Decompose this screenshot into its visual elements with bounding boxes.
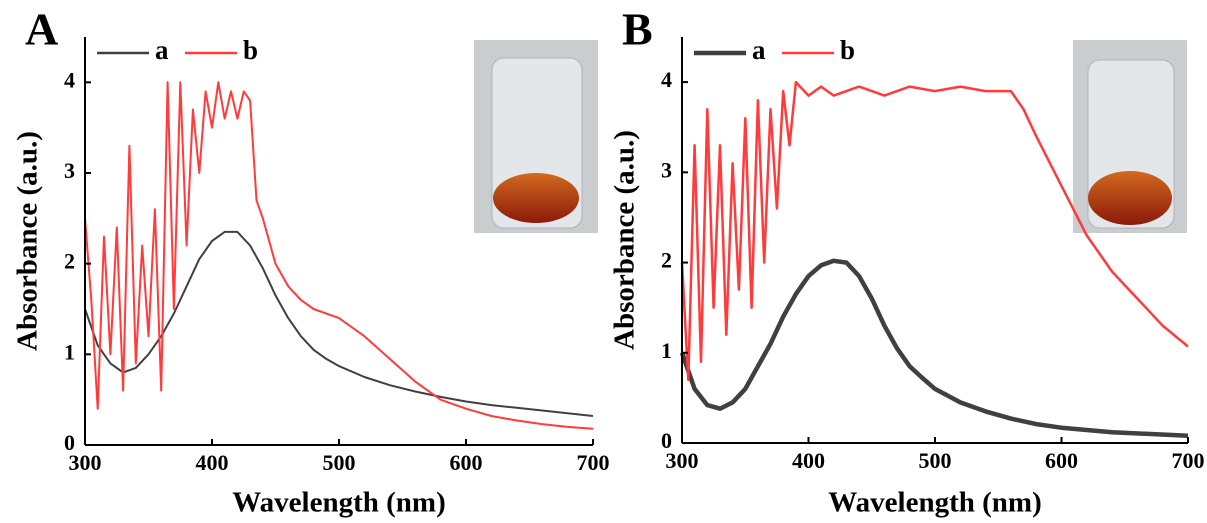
legend-label: b (243, 35, 258, 65)
x-tick-label: 300 (69, 450, 102, 475)
panel-label: A (25, 4, 58, 55)
y-tick-label: 0 (661, 428, 672, 453)
x-tick-label: 500 (323, 450, 356, 475)
y-tick-label: 3 (64, 158, 75, 183)
legend-label: a (155, 35, 169, 65)
panel-label: B (622, 4, 653, 55)
y-axis-label: Absorbance (a.u.) (609, 130, 641, 350)
x-tick-label: 400 (196, 450, 229, 475)
x-axis-label: Wavelength (nm) (828, 487, 1041, 519)
y-axis-label: Absorbance (a.u.) (12, 131, 44, 351)
legend-label: a (752, 35, 766, 65)
legend-label: b (840, 35, 855, 65)
x-tick-label: 700 (577, 450, 610, 475)
inset-photo (1073, 40, 1187, 233)
y-tick-label: 3 (661, 157, 672, 182)
x-tick-label: 600 (1045, 448, 1078, 473)
y-tick-label: 2 (64, 249, 75, 274)
data-line (679, 258, 1189, 439)
y-tick-label: 4 (661, 67, 672, 92)
y-tick-label: 1 (661, 338, 672, 363)
y-tick-label: 1 (64, 339, 75, 364)
y-tick-label: 2 (661, 248, 672, 273)
data-line (680, 80, 1189, 382)
x-tick-label: 500 (919, 448, 952, 473)
data-line (84, 230, 594, 417)
y-tick-label: 4 (64, 67, 75, 92)
x-tick-label: 300 (666, 448, 699, 473)
panel: 300 400 500 600 700 0 1 2 3 4 Wavelength (nm) Absor… (609, 4, 1205, 519)
plots: 300 400 500 600 700 0 1 2 3 4 Wavelength (nm) Absor… (12, 4, 1205, 519)
panel: 300 400 500 600 700 0 1 2 3 4 Wavelength (nm) Absor… (12, 4, 610, 519)
data-line (84, 81, 594, 430)
x-tick-label: 600 (450, 450, 483, 475)
inset-photo (474, 40, 598, 233)
x-tick-label: 700 (1172, 448, 1205, 473)
y-tick-label: 0 (64, 430, 75, 455)
x-tick-label: 400 (792, 448, 825, 473)
x-axis-label: Wavelength (nm) (232, 487, 445, 519)
